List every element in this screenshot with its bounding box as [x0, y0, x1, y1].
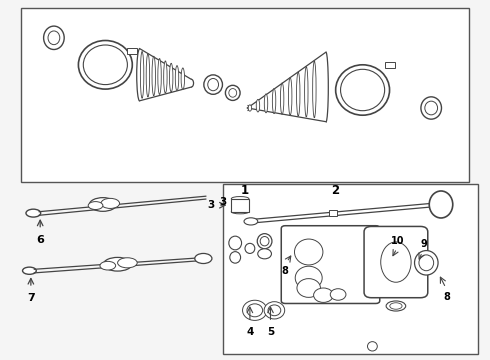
Text: 2: 2 [332, 184, 340, 197]
FancyBboxPatch shape [364, 226, 428, 298]
Ellipse shape [272, 89, 276, 114]
Ellipse shape [101, 198, 120, 208]
Ellipse shape [229, 236, 242, 250]
FancyBboxPatch shape [281, 226, 380, 303]
Ellipse shape [257, 234, 272, 249]
Ellipse shape [264, 94, 268, 113]
Ellipse shape [297, 279, 320, 297]
Ellipse shape [230, 252, 241, 263]
Ellipse shape [26, 209, 41, 217]
Ellipse shape [429, 191, 453, 218]
Ellipse shape [48, 31, 60, 45]
Ellipse shape [243, 300, 267, 320]
Ellipse shape [245, 243, 255, 253]
Ellipse shape [341, 69, 385, 111]
Ellipse shape [103, 257, 132, 271]
Ellipse shape [248, 105, 252, 111]
Ellipse shape [100, 261, 116, 270]
Ellipse shape [368, 342, 377, 351]
Ellipse shape [158, 59, 161, 94]
Ellipse shape [88, 202, 103, 210]
Ellipse shape [264, 302, 285, 319]
Text: 10: 10 [391, 235, 405, 246]
Ellipse shape [268, 305, 281, 316]
Ellipse shape [258, 249, 271, 259]
Ellipse shape [89, 198, 116, 211]
Ellipse shape [204, 75, 222, 94]
Text: 1: 1 [241, 184, 249, 197]
Ellipse shape [247, 304, 263, 317]
Ellipse shape [390, 303, 402, 309]
Text: 6: 6 [36, 235, 44, 245]
Ellipse shape [195, 253, 212, 264]
Bar [223, 184, 478, 354]
Text: 8: 8 [443, 292, 450, 302]
Ellipse shape [229, 89, 237, 97]
Text: 4: 4 [246, 327, 254, 337]
Ellipse shape [381, 242, 411, 282]
Ellipse shape [44, 26, 64, 50]
Ellipse shape [386, 301, 406, 311]
Ellipse shape [244, 218, 258, 225]
Ellipse shape [118, 258, 137, 268]
Ellipse shape [152, 56, 155, 96]
Ellipse shape [78, 41, 132, 89]
Ellipse shape [83, 45, 127, 85]
Bar [385, 62, 395, 68]
Ellipse shape [256, 99, 260, 112]
Ellipse shape [415, 251, 438, 275]
Ellipse shape [425, 101, 438, 115]
Ellipse shape [23, 267, 36, 274]
Text: 5: 5 [267, 327, 274, 337]
Ellipse shape [419, 255, 434, 271]
Ellipse shape [260, 237, 269, 246]
Ellipse shape [231, 210, 249, 214]
Text: 3: 3 [219, 197, 226, 207]
Text: 8: 8 [282, 266, 289, 276]
Bar [231, 199, 249, 212]
Ellipse shape [175, 66, 179, 91]
Text: 9: 9 [420, 239, 427, 249]
Ellipse shape [295, 266, 322, 289]
Bar [329, 210, 337, 216]
Ellipse shape [289, 77, 292, 115]
Ellipse shape [146, 54, 149, 97]
Text: 3: 3 [207, 200, 215, 210]
Bar [127, 48, 137, 54]
Ellipse shape [296, 72, 300, 116]
Ellipse shape [231, 197, 249, 201]
Ellipse shape [140, 51, 144, 98]
Ellipse shape [225, 85, 240, 100]
Ellipse shape [330, 289, 346, 300]
Ellipse shape [170, 63, 173, 92]
Bar [21, 8, 469, 182]
Ellipse shape [280, 83, 284, 114]
Ellipse shape [421, 97, 441, 119]
Text: 7: 7 [27, 293, 35, 303]
Ellipse shape [336, 65, 390, 115]
Ellipse shape [164, 61, 167, 93]
Ellipse shape [181, 68, 185, 89]
Ellipse shape [208, 78, 219, 91]
Ellipse shape [313, 61, 316, 118]
Ellipse shape [314, 288, 333, 302]
Ellipse shape [294, 239, 323, 265]
Ellipse shape [305, 67, 308, 117]
